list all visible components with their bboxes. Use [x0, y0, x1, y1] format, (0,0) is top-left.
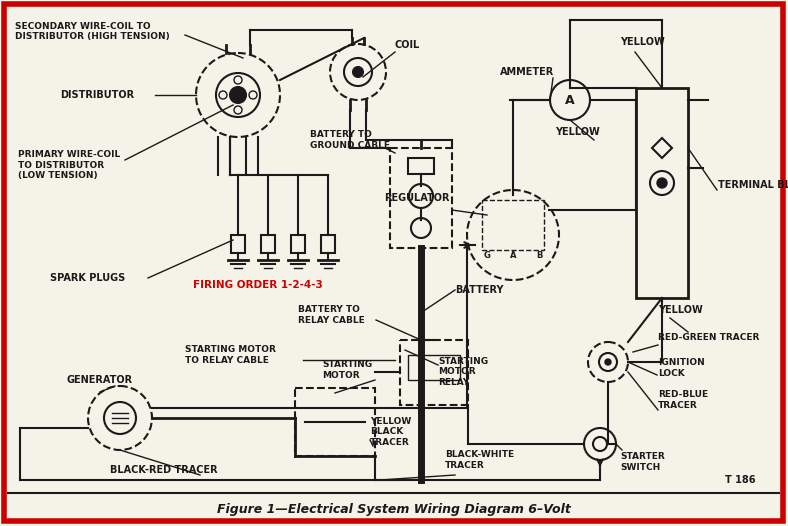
Text: YELLOW: YELLOW — [555, 127, 600, 137]
Text: REGULATOR: REGULATOR — [385, 193, 450, 203]
Bar — [231, 235, 245, 253]
Text: YELLOW: YELLOW — [658, 305, 703, 315]
Text: STARTING MOTOR
TO RELAY CABLE: STARTING MOTOR TO RELAY CABLE — [185, 345, 276, 365]
Text: SPARK PLUGS: SPARK PLUGS — [50, 273, 125, 283]
Text: IGNITION
LOCK: IGNITION LOCK — [658, 358, 704, 378]
Bar — [390, 148, 452, 248]
Bar — [291, 235, 305, 253]
Text: Figure 1—Electrical System Wiring Diagram 6–Volt: Figure 1—Electrical System Wiring Diagra… — [217, 502, 571, 515]
Text: A: A — [510, 250, 516, 259]
Text: TERMINAL BLOCK: TERMINAL BLOCK — [718, 180, 788, 190]
Text: STARTER
SWITCH: STARTER SWITCH — [620, 452, 665, 472]
Text: COIL: COIL — [395, 40, 420, 50]
Text: BLACK-WHITE
TRACER: BLACK-WHITE TRACER — [445, 450, 514, 470]
Text: PRIMARY WIRE-COIL
TO DISTRIBUTOR
(LOW TENSION): PRIMARY WIRE-COIL TO DISTRIBUTOR (LOW TE… — [18, 150, 121, 180]
Text: FIRING ORDER 1-2-4-3: FIRING ORDER 1-2-4-3 — [193, 280, 323, 290]
Text: DISTRIBUTOR: DISTRIBUTOR — [60, 90, 134, 100]
Text: BLACK-RED TRACER: BLACK-RED TRACER — [110, 465, 217, 475]
Circle shape — [230, 87, 246, 103]
Text: STARTING
MOTOR
RELAY: STARTING MOTOR RELAY — [438, 357, 488, 387]
Bar — [321, 235, 335, 253]
Text: BATTERY: BATTERY — [455, 285, 504, 295]
Text: RED-BLUE
TRACER: RED-BLUE TRACER — [658, 390, 708, 410]
Text: YELLOW
BLACK
TRACER: YELLOW BLACK TRACER — [370, 417, 411, 447]
Bar — [408, 355, 460, 380]
Text: AMMETER: AMMETER — [500, 67, 554, 77]
Bar — [400, 340, 468, 405]
Circle shape — [353, 67, 363, 77]
Bar — [482, 200, 544, 250]
Circle shape — [605, 359, 611, 365]
Text: BATTERY TO
GROUND CABLE: BATTERY TO GROUND CABLE — [310, 130, 390, 150]
Text: BATTERY TO
RELAY CABLE: BATTERY TO RELAY CABLE — [298, 305, 365, 325]
Bar — [261, 235, 275, 253]
Text: B: B — [536, 250, 542, 259]
Text: YELLOW: YELLOW — [620, 37, 665, 47]
Text: G: G — [484, 250, 490, 259]
Text: RED-GREEN TRACER: RED-GREEN TRACER — [658, 333, 760, 342]
Text: T 186: T 186 — [726, 475, 756, 485]
Bar — [408, 158, 434, 174]
Text: STARTING
MOTOR: STARTING MOTOR — [322, 360, 372, 380]
Circle shape — [657, 178, 667, 188]
Text: SECONDARY WIRE-COIL TO
DISTRIBUTOR (HIGH TENSION): SECONDARY WIRE-COIL TO DISTRIBUTOR (HIGH… — [15, 22, 169, 42]
Text: GENERATOR: GENERATOR — [67, 375, 133, 385]
Bar — [636, 88, 688, 298]
Bar — [295, 388, 375, 456]
Text: A: A — [565, 94, 574, 106]
